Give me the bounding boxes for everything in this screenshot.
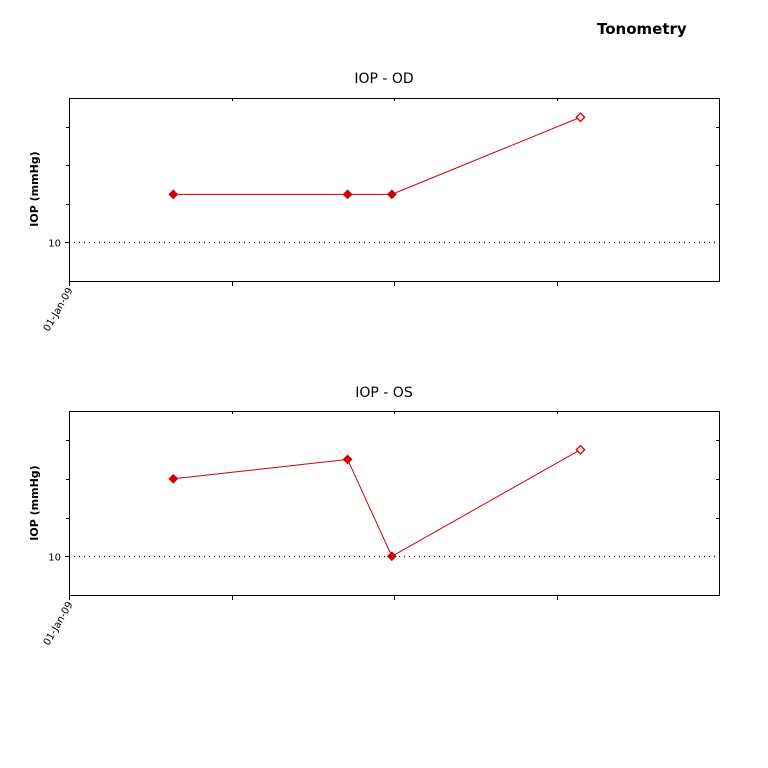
data-point	[168, 473, 179, 484]
data-point-open	[575, 444, 586, 455]
y-tick-label: 10	[48, 553, 61, 564]
x-tick-label: 01-Jan-09	[42, 286, 76, 334]
page-title: Tonometry	[597, 20, 687, 38]
data-point	[386, 189, 397, 200]
data-point-open	[575, 112, 586, 123]
y-axis-label: IOP (mmHg)	[28, 151, 41, 226]
series-line	[173, 449, 581, 557]
data-point	[342, 454, 353, 465]
chart-iop-od: IOP - OD IOP (mmHg) 10 01-Jan-09	[28, 71, 720, 334]
chart-title: IOP - OS	[355, 385, 413, 401]
plot-frame	[69, 98, 720, 282]
x-tick-label: 01-Jan-09	[42, 600, 76, 648]
y-tick-label: 10	[48, 239, 61, 250]
series-line	[173, 116, 581, 195]
plot-frame	[69, 411, 720, 596]
chart-iop-os: IOP - OS IOP (mmHg) 10 01-Jan-09	[28, 385, 720, 648]
chart-title: IOP - OD	[354, 71, 413, 87]
data-point	[168, 189, 179, 200]
data-point	[342, 189, 353, 200]
y-axis-label: IOP (mmHg)	[28, 465, 41, 540]
data-point	[386, 551, 397, 562]
